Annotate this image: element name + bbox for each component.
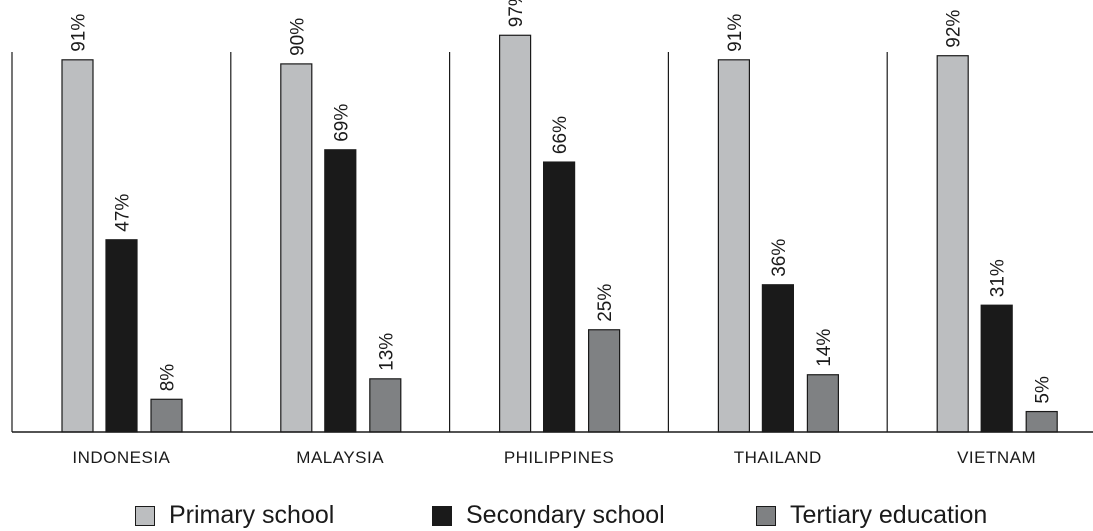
value-label: 90% bbox=[287, 18, 308, 56]
value-label: 36% bbox=[769, 239, 790, 277]
value-labels-group: 91% 47% 8% 90% 69% 13% 97% 66% 25% 91% 36% 14% 92% 31… bbox=[69, 0, 1054, 404]
legend-swatch-secondary bbox=[432, 505, 452, 526]
bar-philippines-secondary-school bbox=[542, 161, 576, 433]
value-label: 14% bbox=[814, 329, 835, 367]
bar-philippines-primary-school bbox=[499, 34, 532, 433]
value-label: 47% bbox=[113, 194, 134, 232]
legend-label-primary: Primary school bbox=[169, 501, 335, 529]
bar-thailand-secondary-school bbox=[761, 284, 795, 433]
bar-malaysia-primary-school bbox=[280, 63, 313, 433]
value-label: 69% bbox=[331, 104, 352, 142]
bar-thailand-primary-school bbox=[717, 59, 751, 433]
value-label: 13% bbox=[376, 333, 397, 371]
bar-vietnam-primary-school bbox=[936, 55, 969, 433]
value-label: 5% bbox=[1033, 376, 1054, 404]
category-labels-group: INDONESIA MALAYSIA PHILIPPINES THAILAND VIET… bbox=[72, 448, 1036, 467]
bar-vietnam-secondary-school bbox=[980, 304, 1013, 433]
bar-indonesia-secondary-school bbox=[105, 239, 138, 433]
category-label-philippines: PHILIPPINES bbox=[504, 448, 614, 467]
legend-item-secondary: Secondary school bbox=[432, 500, 665, 531]
value-label: 66% bbox=[550, 116, 571, 154]
value-label: 8% bbox=[158, 364, 179, 392]
legend-item-primary: Primary school bbox=[135, 500, 334, 531]
legend: Primary school Secondary school Tertiary… bbox=[0, 500, 1093, 531]
category-label-malaysia: MALAYSIA bbox=[296, 448, 384, 467]
legend-swatch-tertiary bbox=[756, 505, 776, 526]
value-label: 92% bbox=[944, 10, 965, 48]
group-separators bbox=[11, 52, 888, 432]
category-label-indonesia: INDONESIA bbox=[72, 448, 170, 467]
bars-group bbox=[61, 34, 1058, 433]
legend-label-secondary: Secondary school bbox=[466, 501, 665, 529]
bar-thailand-tertiary-education bbox=[806, 374, 840, 433]
value-label: 91% bbox=[725, 14, 746, 52]
bar-malaysia-secondary-school bbox=[324, 149, 357, 433]
category-label-thailand: THAILAND bbox=[734, 448, 822, 467]
bar-vietnam-tertiary-education bbox=[1025, 410, 1058, 433]
legend-item-tertiary: Tertiary education bbox=[756, 500, 987, 531]
legend-label-tertiary: Tertiary education bbox=[790, 501, 988, 529]
bar-chart: 91% 47% 8% 90% 69% 13% 97% 66% 25% 91% 36% 14% 92% 31… bbox=[11, 0, 1093, 467]
value-label: 25% bbox=[595, 284, 616, 322]
bar-indonesia-primary-school bbox=[61, 59, 94, 433]
value-label: 91% bbox=[69, 14, 90, 52]
legend-swatch-primary bbox=[135, 505, 155, 526]
bar-malaysia-tertiary-education bbox=[369, 378, 402, 433]
value-label: 31% bbox=[988, 259, 1009, 297]
category-label-vietnam: VIETNAM bbox=[957, 448, 1036, 467]
bar-indonesia-tertiary-education bbox=[150, 398, 183, 433]
bar-philippines-tertiary-education bbox=[587, 329, 621, 433]
value-label: 97% bbox=[506, 0, 527, 27]
